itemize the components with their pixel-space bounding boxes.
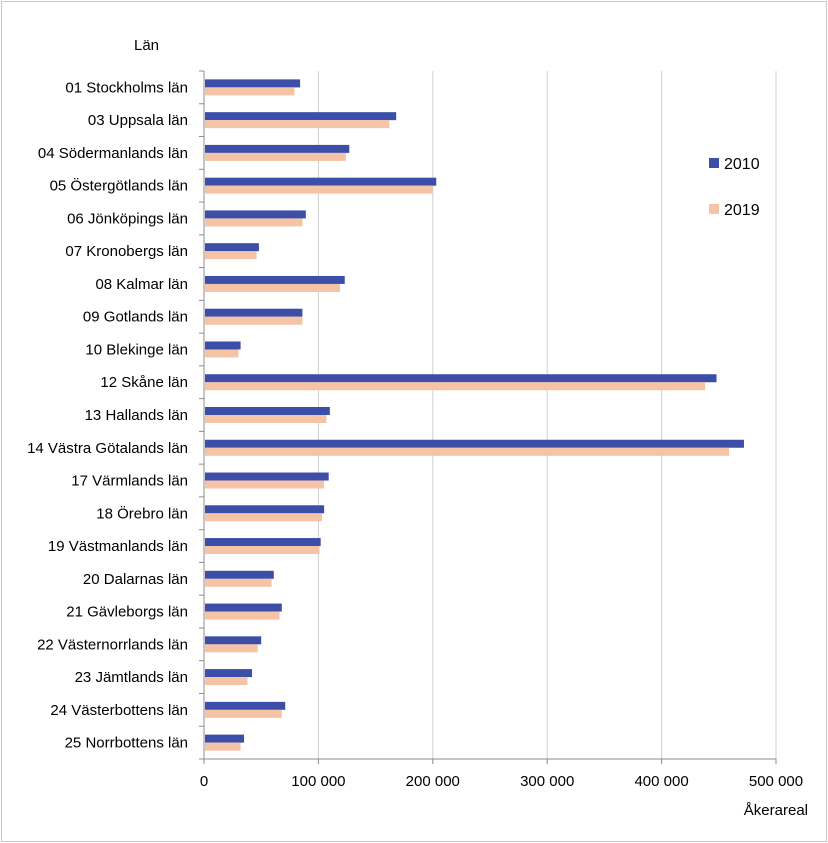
bar-2010 [205,538,321,547]
category-label: 05 Östergötlands län [50,177,188,195]
bar-2019 [205,382,706,391]
bar-2019 [205,546,320,555]
category-label: 01 Stockholms län [65,79,188,96]
category-label: 09 Gotlands län [83,309,188,326]
bar-2010 [205,472,329,481]
bar-2019 [205,316,303,325]
bar-2019 [205,218,303,227]
x-tick-label: 300 000 [520,773,574,790]
bar-2010 [205,505,325,514]
bar-2019 [205,611,280,620]
bar-2019 [205,742,241,751]
bar-2019 [205,513,322,522]
bar-2010 [205,374,717,383]
legend-label: 2019 [724,202,760,219]
bar-2019 [205,87,295,96]
bar-2019 [205,709,282,718]
category-label: 23 Jämtlands län [75,669,188,686]
bar-2010 [205,79,301,88]
category-label: 19 Västmanlands län [48,538,188,555]
category-label: 14 Västra Götalands län [27,440,188,457]
bar-2010 [205,734,245,743]
bar-2010 [205,636,262,645]
category-label: 03 Uppsala län [88,112,188,129]
x-tick-label: 0 [200,773,208,790]
category-label: 08 Kalmar län [95,276,188,293]
bar-2010 [205,112,397,121]
bar-2010 [205,210,306,219]
category-label: 10 Blekinge län [85,341,188,358]
legend-label: 2010 [724,156,760,173]
category-label: 06 Jönköpings län [67,210,188,227]
x-tick-label: 400 000 [634,773,688,790]
category-label: 18 Örebro län [96,504,188,522]
bar-2019 [205,120,390,129]
category-label: 12 Skåne län [100,374,188,391]
category-label: 25 Norrbottens län [65,735,188,752]
category-label: 13 Hallands län [85,407,188,424]
bar-2019 [205,415,327,423]
bar-2019 [205,251,257,260]
bar-2010 [205,243,259,252]
category-label: 20 Dalarnas län [83,571,188,588]
bar-2019 [205,480,325,489]
legend-swatch-2019 [709,204,719,214]
bar-2010 [205,701,286,710]
x-tick-label: 200 000 [406,773,460,790]
bar-2010 [205,275,345,284]
bar-2019 [205,644,258,653]
bar-2019 [205,185,433,194]
bar-2010 [205,308,303,317]
bar-2019 [205,447,730,456]
x-tick-label: 500 000 [749,773,803,790]
bar-2019 [205,677,248,686]
category-label: 22 Västernorrlands län [37,636,188,653]
legend-swatch-2010 [709,158,719,168]
bar-2010 [205,407,330,415]
category-label: 21 Gävleborgs län [66,604,188,621]
x-axis-title: Åkerareal [744,802,808,819]
bar-2019 [205,283,341,292]
bar-2019 [205,578,272,587]
category-label: 17 Värmlands län [71,473,188,490]
bar-2010 [205,341,241,350]
category-label: 04 Södermanlands län [38,145,188,162]
y-axis-title: Län [134,37,159,54]
bar-2010 [205,603,282,612]
bar-2010 [205,177,437,186]
category-label: 24 Västerbottens län [50,702,188,719]
x-tick-label: 100 000 [291,773,345,790]
legend: 2010 2019 [709,156,760,219]
bar-2019 [205,152,346,161]
bar-2010 [205,669,253,678]
bar-2010 [205,439,744,448]
bar-2010 [205,144,350,153]
bar-2010 [205,570,274,579]
bar-2019 [205,349,239,358]
category-label: 07 Kronobergs län [65,243,188,260]
